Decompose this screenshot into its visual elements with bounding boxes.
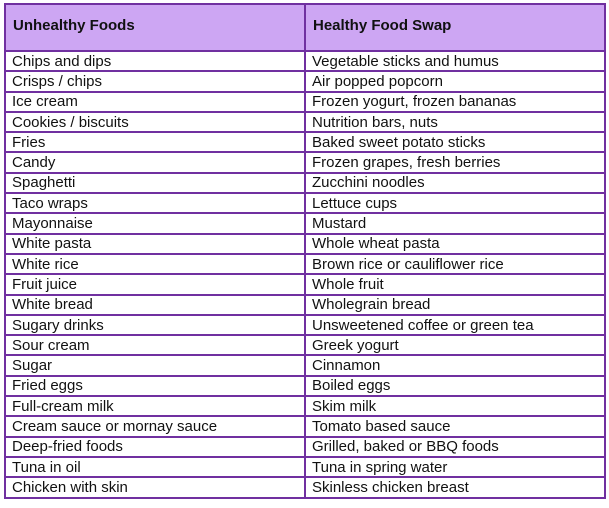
- table-row: Sour cream Greek yogurt: [4, 334, 606, 357]
- unhealthy-food-cell: Full-cream milk: [4, 395, 306, 418]
- unhealthy-food-cell: Cream sauce or mornay sauce: [4, 415, 306, 438]
- healthy-swap-cell: Wholegrain bread: [304, 293, 606, 316]
- table-row: Full-cream milk Skim milk: [4, 395, 606, 418]
- table-row: White pasta Whole wheat pasta: [4, 232, 606, 255]
- unhealthy-food-cell: Spaghetti: [4, 171, 306, 195]
- table-row: Fries Baked sweet potato sticks: [4, 131, 606, 154]
- unhealthy-food-cell: Crisps / chips: [4, 70, 306, 93]
- table-row: Ice cream Frozen yogurt, frozen bananas: [4, 90, 606, 113]
- unhealthy-food-cell: Fried eggs: [4, 374, 306, 398]
- header-label: Healthy Food Swap: [313, 17, 452, 34]
- table-row: Fried eggs Boiled eggs: [4, 374, 606, 398]
- healthy-swap-cell: Vegetable sticks and humus: [304, 49, 606, 73]
- unhealthy-food-cell: Sugar: [4, 354, 306, 377]
- healthy-swap-cell: Baked sweet potato sticks: [304, 131, 606, 154]
- healthy-swap-cell: Mustard: [304, 212, 606, 235]
- table-row: Fruit juice Whole fruit: [4, 273, 606, 296]
- unhealthy-food-cell: Chicken with skin: [4, 476, 306, 499]
- table-row: Chips and dips Vegetable sticks and humus: [4, 49, 606, 73]
- healthy-swap-cell: Frozen yogurt, frozen bananas: [304, 90, 606, 113]
- table-row: White bread Wholegrain bread: [4, 293, 606, 316]
- table-row: Taco wraps Lettuce cups: [4, 192, 606, 215]
- unhealthy-food-cell: White bread: [4, 293, 306, 316]
- healthy-swap-cell: Zucchini noodles: [304, 171, 606, 195]
- unhealthy-food-cell: White rice: [4, 252, 306, 276]
- table-row: White rice Brown rice or cauliflower rice: [4, 252, 606, 276]
- healthy-swap-cell: Grilled, baked or BBQ foods: [304, 435, 606, 458]
- table-row: Mayonnaise Mustard: [4, 212, 606, 235]
- unhealthy-food-cell: Cookies / biscuits: [4, 110, 306, 134]
- healthy-swap-cell: Skim milk: [304, 395, 606, 418]
- unhealthy-food-cell: Mayonnaise: [4, 212, 306, 235]
- unhealthy-food-cell: Fruit juice: [4, 273, 306, 296]
- table-row: Candy Frozen grapes, fresh berries: [4, 151, 606, 174]
- healthy-swap-cell: Whole wheat pasta: [304, 232, 606, 255]
- table-body: Chips and dips Vegetable sticks and humus…: [4, 49, 606, 499]
- healthy-swap-cell: Air popped popcorn: [304, 70, 606, 93]
- healthy-swap-cell: Boiled eggs: [304, 374, 606, 398]
- healthy-swap-cell: Lettuce cups: [304, 192, 606, 215]
- healthy-swap-cell: Unsweetened coffee or green tea: [304, 313, 606, 337]
- unhealthy-food-cell: Ice cream: [4, 90, 306, 113]
- table-row: Cookies / biscuits Nutrition bars, nuts: [4, 110, 606, 134]
- healthy-swap-cell: Whole fruit: [304, 273, 606, 296]
- unhealthy-food-cell: Chips and dips: [4, 49, 306, 73]
- unhealthy-food-cell: Deep-fried foods: [4, 435, 306, 458]
- unhealthy-food-cell: Candy: [4, 151, 306, 174]
- header-healthy-food-swap: Healthy Food Swap: [304, 3, 606, 52]
- unhealthy-food-cell: Tuna in oil: [4, 455, 306, 479]
- table-row: Tuna in oil Tuna in spring water: [4, 455, 606, 479]
- unhealthy-food-cell: White pasta: [4, 232, 306, 255]
- table-row: Sugary drinks Unsweetened coffee or green…: [4, 313, 606, 337]
- table-row: Cream sauce or mornay sauce Tomato based …: [4, 415, 606, 438]
- unhealthy-food-cell: Fries: [4, 131, 306, 154]
- food-swap-table: Unhealthy Foods Healthy Food Swap Chips …: [4, 3, 606, 499]
- table-row: Sugar Cinnamon: [4, 354, 606, 377]
- healthy-swap-cell: Cinnamon: [304, 354, 606, 377]
- table-header: Unhealthy Foods Healthy Food Swap: [4, 3, 606, 52]
- table-row: Spaghetti Zucchini noodles: [4, 171, 606, 195]
- header-unhealthy-foods: Unhealthy Foods: [4, 3, 306, 52]
- healthy-swap-cell: Nutrition bars, nuts: [304, 110, 606, 134]
- unhealthy-food-cell: Taco wraps: [4, 192, 306, 215]
- healthy-swap-cell: Brown rice or cauliflower rice: [304, 252, 606, 276]
- header-row: Unhealthy Foods Healthy Food Swap: [4, 3, 606, 52]
- table-row: Deep-fried foods Grilled, baked or BBQ fo…: [4, 435, 606, 458]
- unhealthy-food-cell: Sugary drinks: [4, 313, 306, 337]
- healthy-swap-cell: Greek yogurt: [304, 334, 606, 357]
- healthy-swap-cell: Skinless chicken breast: [304, 476, 606, 499]
- table-row: Chicken with skin Skinless chicken breast: [4, 476, 606, 499]
- healthy-swap-cell: Frozen grapes, fresh berries: [304, 151, 606, 174]
- header-label: Unhealthy Foods: [13, 17, 135, 34]
- unhealthy-food-cell: Sour cream: [4, 334, 306, 357]
- healthy-swap-cell: Tomato based sauce: [304, 415, 606, 438]
- healthy-swap-cell: Tuna in spring water: [304, 455, 606, 479]
- table-row: Crisps / chips Air popped popcorn: [4, 70, 606, 93]
